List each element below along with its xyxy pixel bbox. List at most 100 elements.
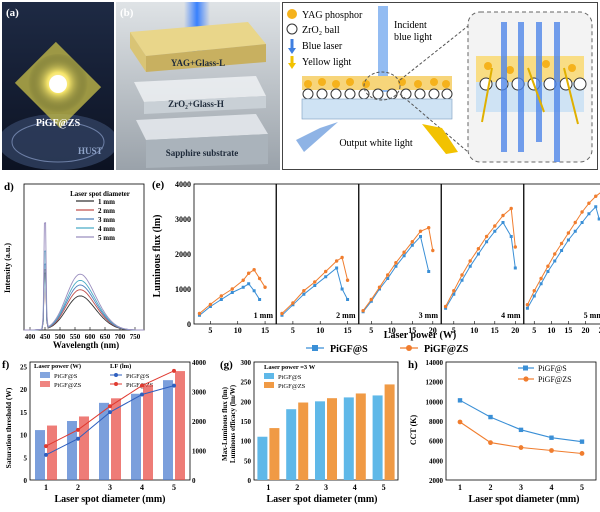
sat-ytick-right: 4000 [192,359,207,367]
sat-bar-s [163,380,173,480]
flux-point-s [580,221,584,224]
cct-xtick-label: 1 [458,483,462,492]
efficacy-chart: (g) Max-Luminous flux (lm) Luminous effi… [220,359,399,505]
flux-xtick-label: 10 [470,326,478,335]
flux-point-zs [241,278,245,282]
efficacy-xtick-label: 5 [382,483,386,492]
incident-label-2: blue light [394,32,432,43]
efficacy-bar-zs [355,393,366,480]
sat-bar-zs [111,398,121,480]
spectrum-tick-label: 400 [25,333,36,341]
efficacy-xlabel: Laser spot diameter (mm) [267,494,378,505]
flux-subplot-label: 4 mm [501,311,521,320]
spectrum-tick-label: 550 [70,333,81,341]
flux-xtick-label: 5 [452,326,456,335]
cct-line-1 [459,399,583,443]
spectrum-frame [23,183,145,331]
e-legend-zs-marker [406,345,412,351]
f-legend-bar-zs: PiGF@ZS [54,382,82,389]
sat-ytick-left: 20 [20,386,28,394]
flux-ytick-label: 2000 [175,250,191,259]
flux-xtick-label: 15 [344,326,352,335]
lf-point [44,452,48,457]
panel-d: d) Intensity (a.u.) Wavelength (nm) Lase… [0,176,150,352]
cct-ytick: 8000 [429,418,444,426]
flux-point-s [394,264,398,268]
flux-point-zs [443,304,448,309]
lf-line-lf_s [45,385,175,456]
flux-point-zs [361,309,365,313]
flux-point-s [197,313,201,317]
spectrum-tick-label: 450 [40,333,51,341]
flux-xtick-label: 15 [491,326,499,335]
spectrum-chart: d) Intensity (a.u.) Wavelength (nm) Lase… [3,181,145,350]
f-legend-bar-s: PiGF@S [54,373,78,380]
flux-xtick-label: 20 [429,326,437,335]
flux-point-s [501,221,505,224]
flux-point-zs [587,201,591,205]
flux-point-s [460,278,464,282]
efficacy-bar-zs [384,384,395,480]
panel-c: YAG phosphor ZrO₂ ball Blue laser Yellow… [282,2,598,170]
hust-logo-text: HUST [78,146,103,156]
flux-point-zs [291,301,295,305]
cct-ytick: 14000 [426,359,444,367]
sat-bar-zs [79,416,89,480]
spectrum-ylabel: Intensity (a.u.) [3,243,12,293]
lf-point [76,436,80,441]
flux-ytick-label: 0 [187,320,191,329]
flux-subplot-label: 5 mm [584,311,600,320]
saturation-chart: f) Saturation threshold (W) Laser spot d… [2,359,207,505]
flux-subplot-frame [193,183,277,325]
flux-point-zs [246,271,251,275]
incident-label-1: Incident [394,20,427,31]
spectrum-legend-title: Laser spot diameter [70,190,130,198]
cct-frame [445,361,597,481]
efficacy-bar-s [372,395,383,480]
panel-f: f) Saturation threshold (W) Laser spot d… [0,356,215,507]
cct-point-zs [488,440,493,446]
flux-subplot-frame [441,183,524,325]
sat-bar-zs [175,371,185,480]
flux-point-s [493,229,497,233]
legend-blue-laser: Blue laser [302,41,343,52]
panel-a-caption: PiGF@ZS [36,118,81,129]
cct-xlabel: Laser spot diameter (mm) [469,494,580,505]
sat-ytick-left: 15 [20,409,28,417]
g-legend-s: PiGF@S [278,374,302,381]
efficacy-ytick: 200 [241,398,252,406]
lf-point [140,383,144,388]
flux-point-s [539,282,543,286]
flux-point-zs [594,194,598,198]
spectrum-tick-label: 650 [100,333,111,341]
flux-line-s [526,205,600,309]
cct-point-zs [518,445,524,450]
flux-point-s [291,303,295,307]
layer-zro2-label: ZrO₂+Glass-H [168,99,224,109]
efficacy-frame [253,361,399,481]
flux-point-s [594,205,598,209]
efficacy-ylabel-1: Max-Luminous flux (lm) [221,386,229,461]
flux-point-s [525,306,529,310]
flux-line-zs [445,207,516,307]
spectrum-legend-label: 1 mm [98,198,115,206]
f-legend-right-title: LF (lm) [110,363,131,370]
cct-point-s [457,398,463,403]
sat-ytick-left: 0 [24,477,28,485]
cct-point-zs [579,451,585,456]
panel-b-letter: (b) [120,7,134,19]
panel-f-letter: f) [2,359,10,371]
flux-point-s [230,291,234,294]
flux-line-s [362,235,430,313]
cct-xtick-label: 3 [519,483,523,492]
flux-xtick-label: 10 [388,326,396,335]
zro2-legend-icon [286,23,298,35]
flux-point-s [369,299,373,303]
flux-ytick-label: 1000 [175,285,191,294]
sat-bar-s [131,393,141,480]
flux-xtick-label: 20 [511,326,519,335]
flux-point-s [427,270,431,273]
cct-ytick: 6000 [429,438,444,446]
cct-point-s [549,435,554,440]
flux-point-s [410,243,414,247]
